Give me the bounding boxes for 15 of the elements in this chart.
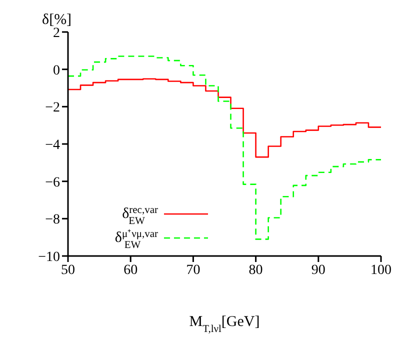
x-tick-label: 50 [61, 262, 75, 278]
y-axis-title: δ[%] [42, 12, 72, 28]
y-tick-label: −2 [45, 100, 60, 116]
x-tick-label: 80 [248, 262, 263, 278]
y-tick-label: −8 [45, 212, 60, 228]
x-axis-title: M$_{T,lνl}$[GeV] [189, 314, 260, 334]
y-tick-label: −10 [38, 250, 60, 265]
y-tick-label: 0 [53, 63, 60, 78]
x-tick-label: 90 [311, 262, 326, 278]
y-tick-label: −4 [45, 138, 60, 153]
y-tick-label: 2 [53, 26, 60, 41]
y-tick-label: −6 [45, 175, 60, 190]
x-tick-label: 100 [370, 262, 392, 278]
x-tick-label: 60 [124, 262, 138, 278]
x-tick-label: 70 [186, 262, 200, 278]
